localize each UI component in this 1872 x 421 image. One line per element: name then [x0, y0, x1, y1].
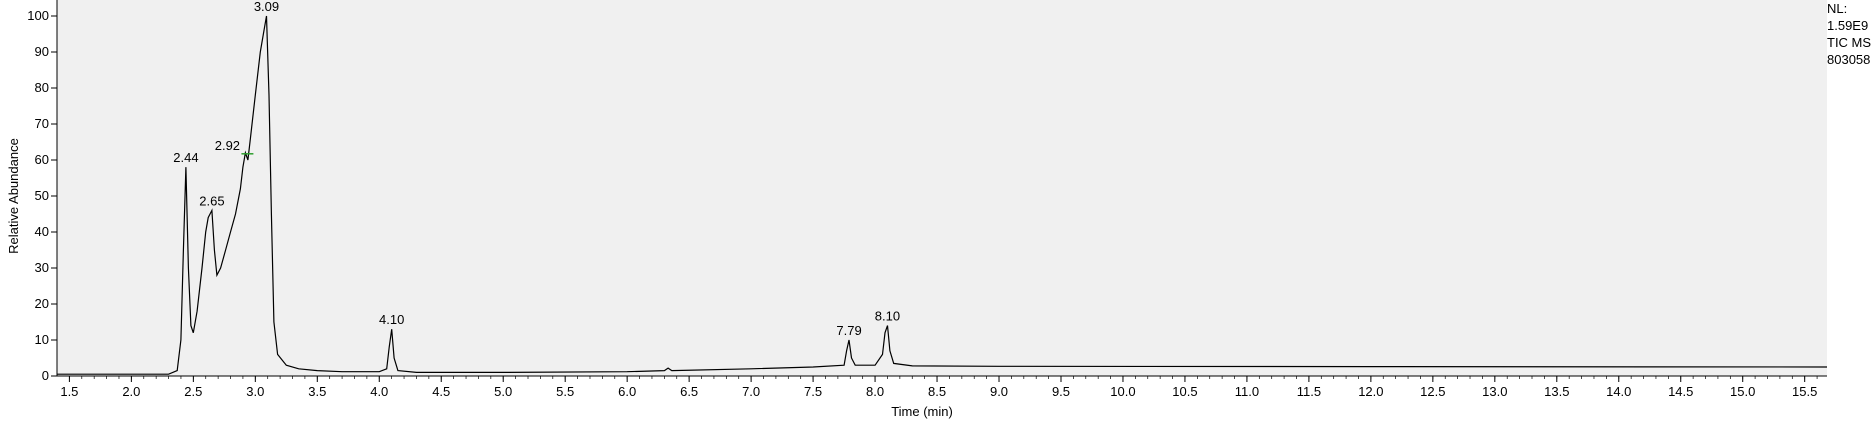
x-tick-label: 10.5	[1172, 384, 1197, 399]
x-tick-label: 6.5	[680, 384, 698, 399]
peak-label-2.44: 2.44	[173, 150, 198, 165]
y-tick-label: 40	[35, 224, 49, 239]
y-tick-label: 60	[35, 152, 49, 167]
x-tick-label: 9.0	[990, 384, 1008, 399]
x-tick-label: 4.0	[370, 384, 388, 399]
peak-label-2.92: 2.92	[215, 138, 240, 153]
y-tick-label: 10	[35, 332, 49, 347]
y-tick-label: 80	[35, 80, 49, 95]
x-tick-label: 2.5	[184, 384, 202, 399]
nl-value: 1.59E9	[1827, 18, 1869, 33]
scan-filter: TIC MS	[1827, 35, 1872, 50]
x-tick-label: 12.5	[1420, 384, 1445, 399]
x-tick-label: 7.5	[804, 384, 822, 399]
x-tick-label: 8.5	[928, 384, 946, 399]
x-tick-label: 13.0	[1482, 384, 1507, 399]
x-tick-label: 1.5	[60, 384, 78, 399]
y-tick-label: 70	[35, 116, 49, 131]
y-axis-title: Relative Abundance	[6, 138, 21, 254]
peak-labels: 2.44 2.65 2.92 3.09 4.10 7.79 8.10	[173, 0, 900, 338]
peak-label-2.65: 2.65	[199, 193, 224, 208]
y-tick-label: 20	[35, 296, 49, 311]
x-tick-label: 12.0	[1358, 384, 1383, 399]
y-tick-label: 30	[35, 260, 49, 275]
x-tick-label: 3.0	[246, 384, 264, 399]
x-tick-label: 6.0	[618, 384, 636, 399]
y-axis: 0 10 20 30 40 50 60 70 80 90 100	[27, 0, 58, 383]
y-tick-label: 50	[35, 188, 49, 203]
x-tick-label: 8.0	[866, 384, 884, 399]
peak-label-7.79: 7.79	[836, 323, 861, 338]
scan-info-panel: NL: 1.59E9 TIC MS 803058	[1827, 0, 1872, 68]
x-tick-label: 14.5	[1668, 384, 1693, 399]
x-tick-label: 10.0	[1110, 384, 1135, 399]
x-tick-label: 14.0	[1606, 384, 1631, 399]
plot-area	[57, 0, 1827, 376]
x-tick-label: 3.5	[308, 384, 326, 399]
x-tick-label: 15.0	[1730, 384, 1755, 399]
y-tick-label: 100	[27, 8, 49, 23]
y-tick-label: 90	[35, 44, 49, 59]
x-tick-label: 9.5	[1052, 384, 1070, 399]
x-tick-label: 2.0	[122, 384, 140, 399]
x-tick-label: 11.5	[1297, 384, 1321, 399]
peak-label-8.10: 8.10	[875, 309, 900, 324]
file-id: 803058	[1827, 52, 1871, 67]
x-tick-label: 5.5	[556, 384, 574, 399]
x-tick-label: 5.0	[494, 384, 512, 399]
nl-label: NL:	[1827, 1, 1848, 16]
x-axis: 1.5 2.0 2.5 3.0 3.5 4.0 4.5 5.0 5.5 6.0 6.5 7.0 7.5 8…	[57, 375, 1827, 399]
x-tick-label: 15.5	[1792, 384, 1817, 399]
peak-label-3.09: 3.09	[254, 0, 279, 14]
x-tick-label: 11.0	[1235, 384, 1259, 399]
x-tick-label: 4.5	[432, 384, 450, 399]
x-tick-label: 13.5	[1544, 384, 1569, 399]
tic-trace	[57, 15, 1828, 375]
y-tick-label: 0	[42, 368, 49, 383]
x-axis-title: Time (min)	[891, 404, 953, 419]
x-tick-label: 7.0	[742, 384, 760, 399]
peak-label-4.10: 4.10	[379, 312, 404, 327]
